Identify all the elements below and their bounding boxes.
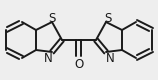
Text: N: N <box>106 52 114 64</box>
Text: N: N <box>44 52 52 64</box>
Text: S: S <box>104 12 112 24</box>
Text: O: O <box>74 58 84 70</box>
Text: S: S <box>48 12 56 24</box>
